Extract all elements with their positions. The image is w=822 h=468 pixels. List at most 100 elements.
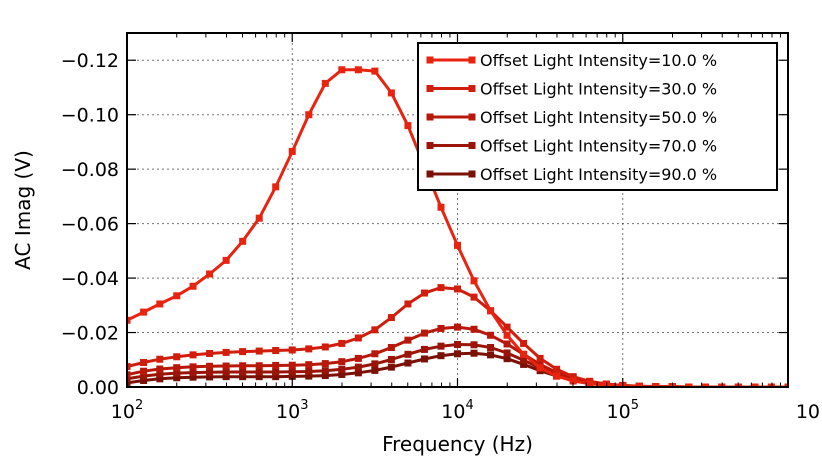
data-point	[305, 372, 313, 380]
x-tick-label: 104	[441, 398, 473, 423]
legend-box	[417, 42, 778, 191]
data-point	[140, 376, 148, 384]
legend-label: Offset Light Intensity=30.0 %	[480, 80, 717, 99]
data-point	[404, 122, 412, 130]
legend-label: Offset Light Intensity=50.0 %	[480, 108, 717, 127]
data-point	[387, 344, 395, 352]
data-point	[288, 368, 296, 376]
data-point	[127, 375, 131, 383]
y-tick-label: −0.02	[61, 323, 119, 345]
data-point	[239, 348, 247, 356]
data-point	[371, 67, 379, 75]
data-point	[437, 203, 445, 211]
data-point	[239, 368, 247, 376]
x-tick-label: 102	[111, 398, 143, 423]
data-point	[454, 350, 461, 358]
legend-label: Offset Light Intensity=70.0 %	[480, 137, 717, 156]
data-point	[321, 343, 329, 351]
x-tick-label: 105	[607, 398, 639, 423]
data-point	[354, 354, 362, 362]
data-point	[189, 363, 197, 371]
data-point	[173, 292, 181, 300]
data-point	[206, 362, 214, 370]
data-point	[127, 379, 131, 387]
data-point	[487, 344, 495, 352]
data-point	[338, 358, 346, 366]
y-tick-label: −0.08	[61, 159, 119, 181]
data-point	[404, 336, 412, 344]
data-point	[404, 300, 412, 308]
legend-swatch-marker	[426, 142, 434, 149]
y-tick-label: −0.10	[61, 105, 119, 127]
x-tick-labels: 102 103 104 105 10	[111, 398, 820, 423]
data-point	[255, 368, 263, 376]
data-point	[305, 367, 313, 375]
data-point	[288, 372, 296, 380]
data-point	[255, 373, 263, 381]
data-point	[437, 324, 445, 332]
data-point	[503, 331, 511, 339]
data-point	[222, 368, 230, 376]
data-point	[321, 372, 329, 380]
data-point	[371, 326, 379, 334]
data-point	[354, 334, 362, 342]
data-point	[437, 342, 445, 350]
data-point	[536, 360, 544, 368]
data-point	[206, 350, 214, 358]
data-point	[701, 383, 709, 387]
data-point	[305, 361, 313, 369]
data-point	[751, 383, 759, 387]
data-point	[437, 284, 445, 292]
data-point	[767, 383, 775, 387]
data-point	[387, 314, 395, 322]
data-point	[487, 331, 495, 339]
y-tick-label: 0.00	[77, 377, 119, 399]
data-point	[371, 360, 379, 368]
data-point	[305, 111, 313, 119]
x-tick-label: 103	[276, 398, 308, 423]
data-point	[338, 66, 346, 74]
data-point	[321, 367, 329, 375]
x-axis-title: Frequency (Hz)	[382, 432, 533, 456]
data-point	[553, 365, 561, 373]
data-point	[173, 369, 181, 377]
data-point	[503, 355, 511, 363]
data-point	[569, 373, 577, 381]
data-point	[288, 346, 296, 354]
data-point	[255, 214, 263, 222]
data-point	[454, 323, 461, 331]
y-tick-labels: 0.00 −0.02 −0.04 −0.06 −0.08 −0.10 −0.12	[61, 50, 119, 399]
data-point	[156, 375, 164, 383]
data-point	[255, 347, 263, 355]
data-point	[156, 370, 164, 378]
data-point	[173, 374, 181, 382]
data-point	[272, 361, 280, 369]
axis-ticks	[126, 33, 789, 388]
data-point	[189, 351, 197, 359]
legend-swatch-marker	[426, 56, 434, 64]
data-point	[470, 349, 478, 357]
data-point	[387, 355, 395, 363]
data-point	[156, 355, 164, 363]
data-point	[272, 347, 280, 355]
data-point	[371, 350, 379, 358]
data-point	[338, 370, 346, 378]
legend-label: Offset Light Intensity=90.0 %	[480, 165, 717, 184]
legend-label: Offset Light Intensity=10.0 %	[480, 51, 717, 70]
data-point	[454, 285, 461, 293]
data-point	[156, 300, 164, 308]
data-point	[454, 241, 461, 249]
data-point	[387, 89, 395, 97]
data-point	[420, 345, 428, 353]
x-tick-label: 10	[796, 401, 820, 423]
data-point	[272, 183, 280, 191]
data-point	[437, 352, 445, 360]
y-tick-label: −0.04	[61, 268, 119, 290]
data-point	[454, 341, 461, 349]
y-axis-title: AC Imag (V)	[11, 150, 35, 270]
data-point	[173, 353, 181, 361]
data-point	[127, 371, 131, 379]
data-point	[354, 363, 362, 371]
data-point	[536, 364, 544, 372]
